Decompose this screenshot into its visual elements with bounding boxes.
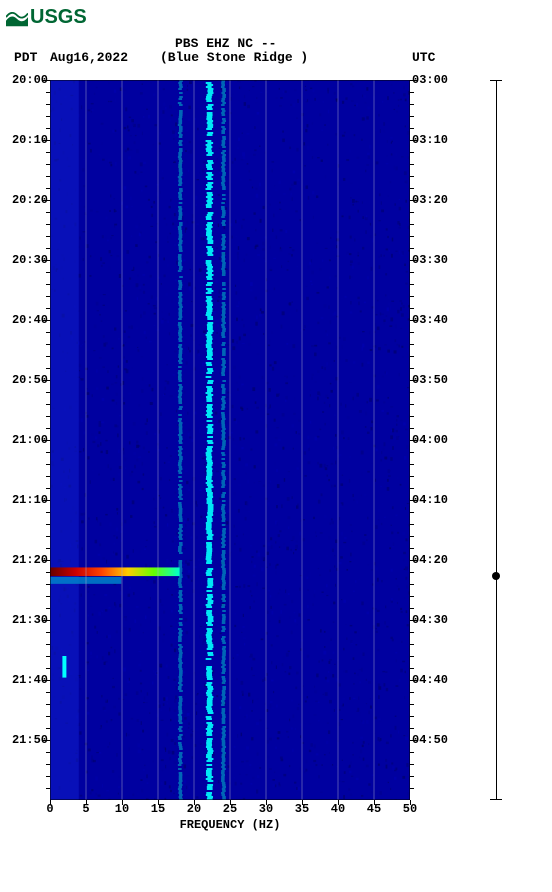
spectrogram-plot: 20:0020:1020:2020:3020:4020:5021:0021:10… [50, 80, 410, 800]
wave-icon [6, 9, 28, 27]
date-label: Aug16,2022 [50, 50, 128, 65]
amplitude-scale [496, 80, 497, 800]
station-location: (Blue Stone Ridge ) [160, 50, 308, 65]
pdt-label: PDT [14, 50, 37, 65]
x-axis-label: FREQUENCY (HZ) [50, 818, 410, 832]
usgs-logo: USGS [6, 6, 87, 29]
logo-text: USGS [30, 6, 87, 29]
utc-label: UTC [412, 50, 435, 65]
amplitude-event-marker [492, 572, 500, 580]
spectrogram-canvas [50, 80, 410, 800]
station-code: PBS EHZ NC -- [175, 36, 276, 51]
